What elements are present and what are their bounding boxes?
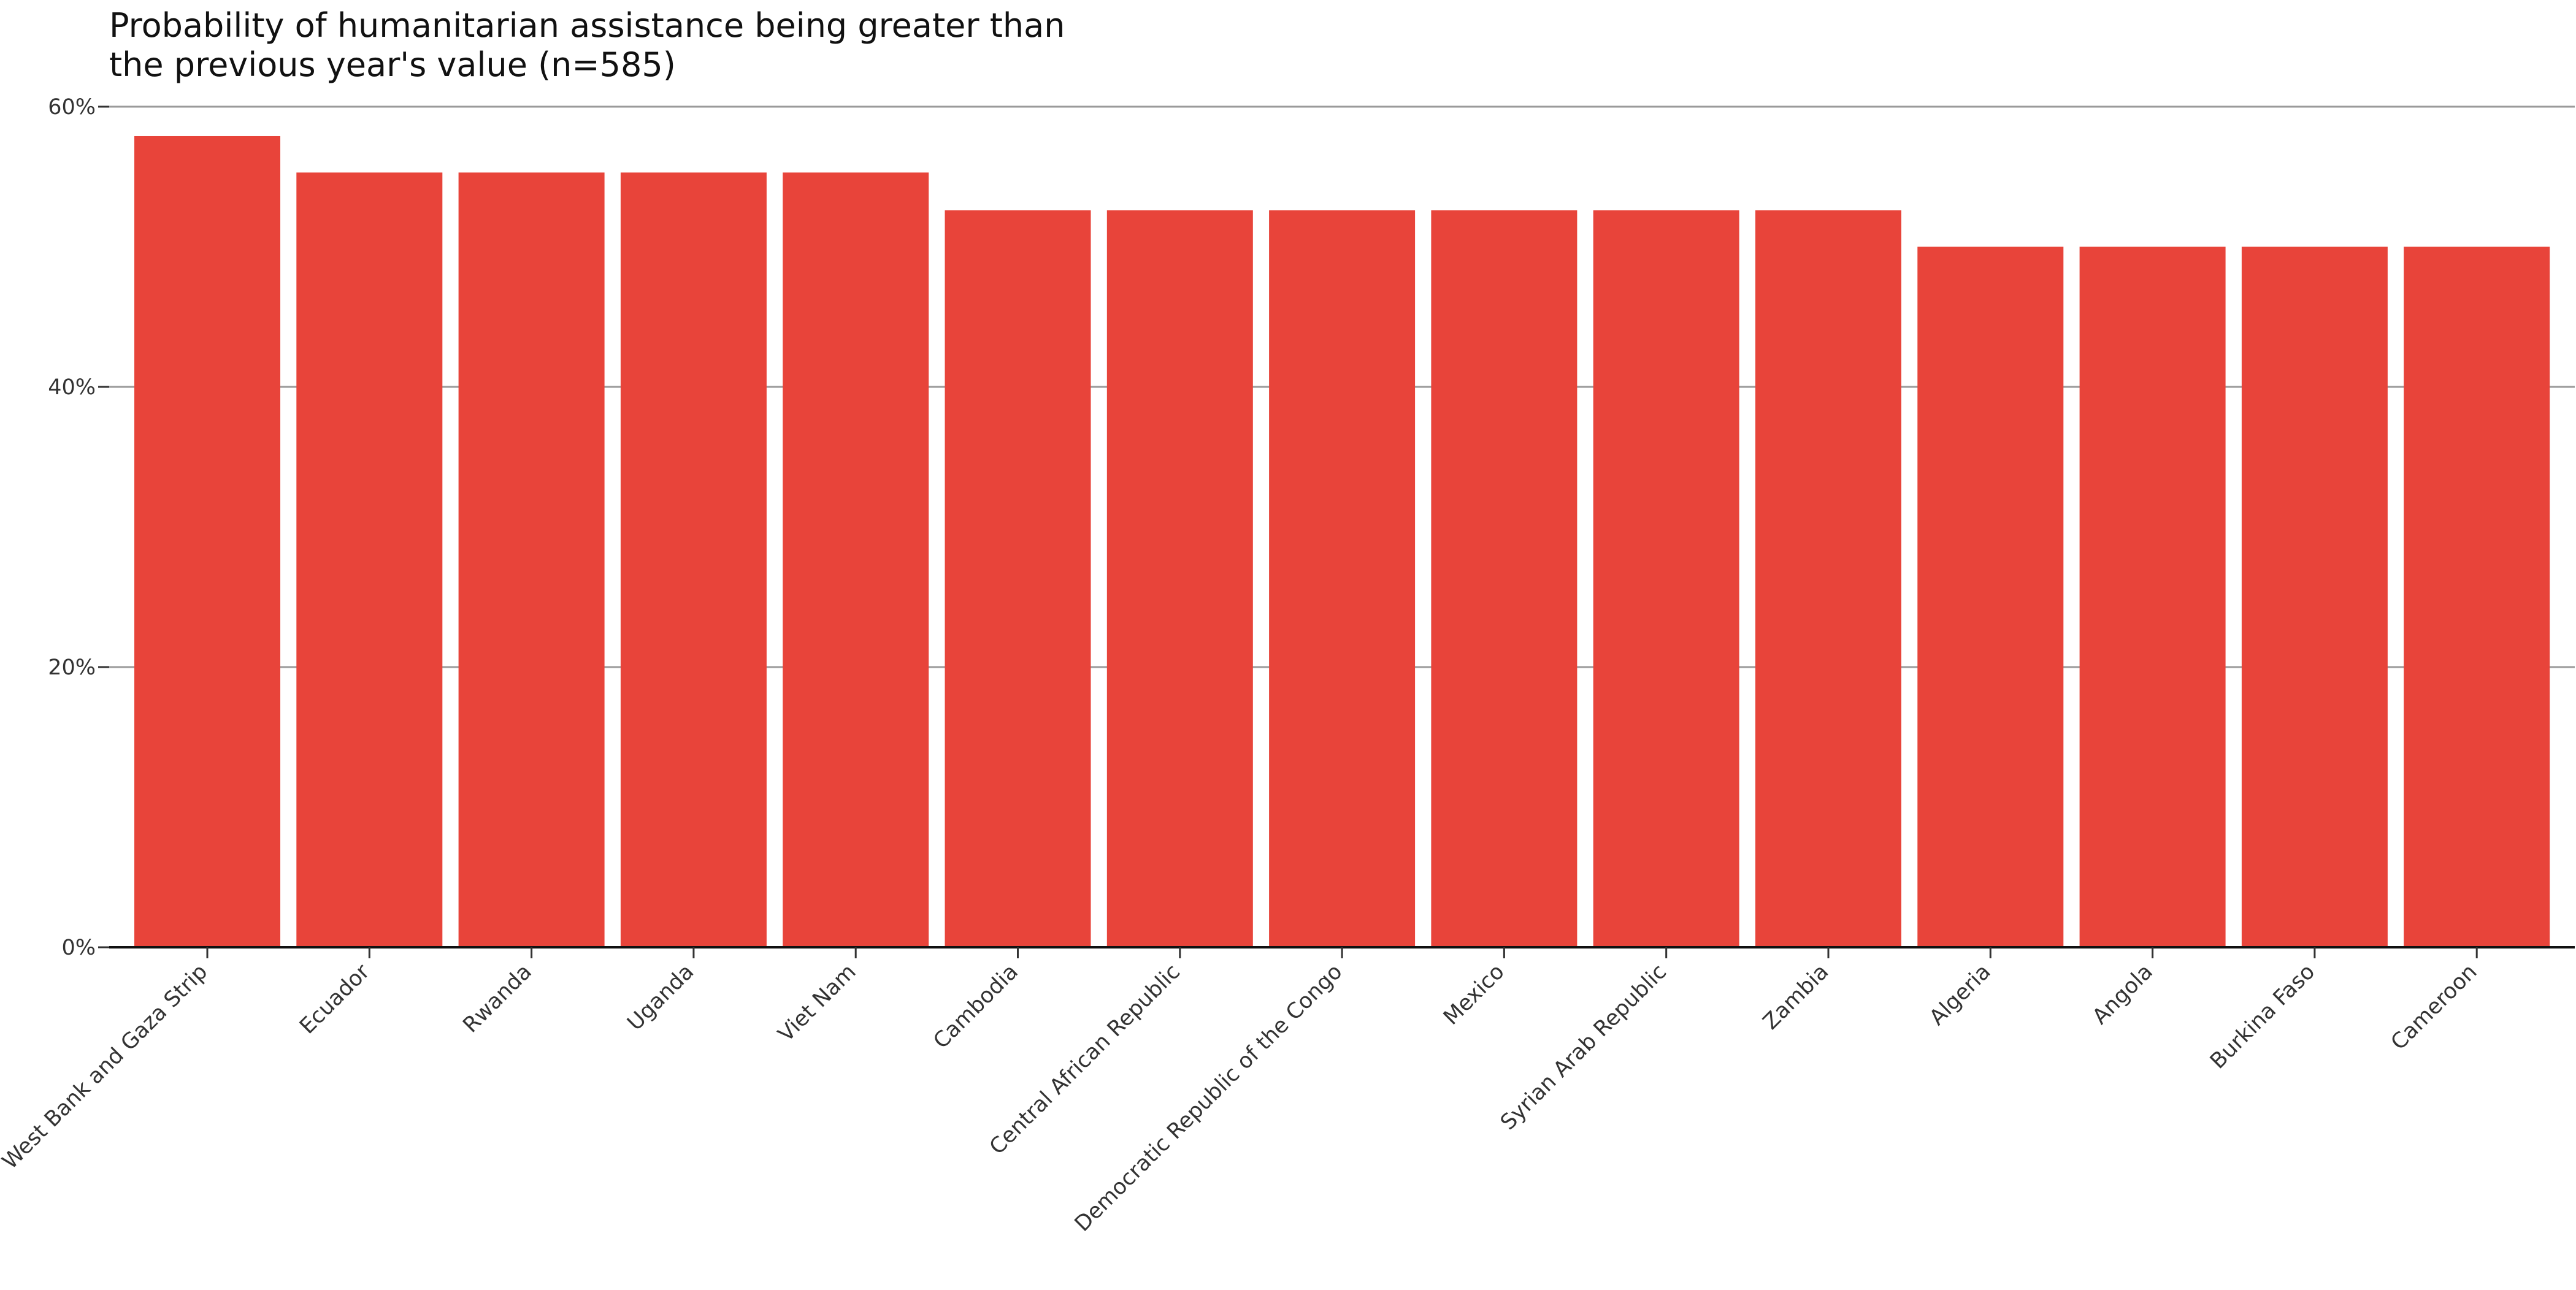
bar <box>1431 210 1577 948</box>
x-tick-label: Ecuador <box>295 960 375 1039</box>
bar <box>1917 246 2064 947</box>
x-tick-label: Uganda <box>623 960 699 1036</box>
bar <box>783 172 929 947</box>
x-tick-label: Syrian Arab Republic <box>1496 960 1671 1135</box>
y-tick-label: 40% <box>48 375 96 400</box>
bars <box>134 135 2550 948</box>
bar <box>2079 246 2226 947</box>
bar <box>1755 210 1901 948</box>
bar <box>296 172 443 947</box>
x-tick-label: Burkina Faso <box>2206 960 2320 1074</box>
y-tick-label: 0% <box>61 936 96 960</box>
bar <box>134 135 280 948</box>
bar <box>1593 210 1739 948</box>
x-tick-label: West Bank and Gaza Strip <box>0 960 212 1174</box>
bar <box>2404 246 2550 947</box>
chart-title-line-2: the previous year's value (n=585) <box>109 45 676 84</box>
bar <box>2241 246 2388 947</box>
x-tick-label: Zambia <box>1758 960 1833 1034</box>
bar <box>1269 210 1416 948</box>
x-tick-label: Angola <box>2088 960 2158 1029</box>
x-axis-ticks: West Bank and Gaza Strip Ecuador Rwanda Uga… <box>0 947 2482 1237</box>
x-tick-label: Algeria <box>1925 960 1995 1030</box>
y-tick-label: 20% <box>48 655 96 680</box>
chart-title-line-1: Probability of humanitarian assistance b… <box>109 6 1065 45</box>
bar <box>458 172 605 947</box>
bar <box>945 210 1091 948</box>
bar <box>1106 210 1253 948</box>
x-tick-label: Viet Nam <box>773 960 861 1047</box>
chart-title: Probability of humanitarian assistance b… <box>109 6 1459 85</box>
x-tick-label: Mexico <box>1439 960 1509 1030</box>
x-tick-label: Rwanda <box>459 960 537 1037</box>
x-tick-label: Democratic Republic of the Congo <box>1070 960 1347 1237</box>
x-tick-label: Cameroon <box>2386 960 2482 1055</box>
x-tick-label: Cambodia <box>929 960 1022 1053</box>
y-tick-label: 60% <box>48 95 96 120</box>
y-axis-ticks: 0% 20% 40% 60% <box>48 95 109 960</box>
x-tick-label: Central African Republic <box>985 960 1185 1159</box>
bar <box>620 172 767 947</box>
